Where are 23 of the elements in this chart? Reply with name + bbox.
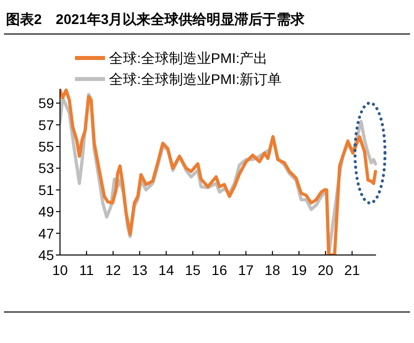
x-tick-label: 16 [212,262,228,278]
y-tick-label: 51 [38,182,54,198]
x-tick-label: 20 [318,262,334,278]
y-tick-label: 49 [38,204,54,220]
x-tick-label: 14 [158,262,174,278]
y-tick-label: 53 [38,160,54,176]
y-tick-label: 45 [38,247,54,263]
chart-title: 图表2 2021年3月以来全球供给明显滞后于需求 [6,11,306,27]
x-tick-label: 12 [105,262,122,278]
x-tick-label: 10 [52,262,68,278]
x-tick-label: 15 [184,262,201,278]
y-tick-label: 55 [38,138,54,155]
x-tick-label: 21 [344,262,360,278]
x-tick-label: 17 [238,262,254,278]
x-tick-label: 19 [291,262,307,278]
x-tick-label: 13 [132,262,148,278]
y-tick-label: 47 [38,225,54,242]
x-tick-label: 11 [79,262,94,278]
x-tick-label: 18 [264,262,280,278]
legend-label: 全球:全球制造业PMI:新订单 [109,71,282,87]
legend-label: 全球:全球制造业PMI:产出 [109,50,268,66]
y-tick-label: 59 [38,95,54,112]
y-tick-label: 57 [38,116,54,133]
